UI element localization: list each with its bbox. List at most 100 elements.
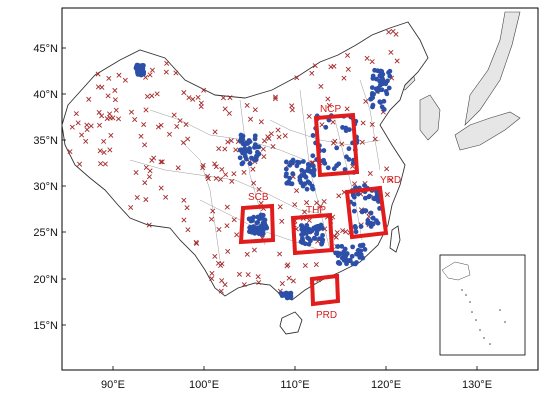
site-marker <box>250 166 256 172</box>
site-marker <box>128 109 135 115</box>
site-marker <box>173 70 179 76</box>
site-marker <box>326 102 332 108</box>
site-marker <box>306 113 312 119</box>
site-marker <box>363 98 369 104</box>
station-dot <box>307 180 313 186</box>
site-marker <box>319 122 325 128</box>
station-dot <box>336 161 342 167</box>
station-dot <box>318 222 324 228</box>
site-marker <box>212 161 218 167</box>
station-dot <box>362 208 368 214</box>
site-marker <box>219 261 225 267</box>
region-box-ncp <box>313 112 360 178</box>
station-dot <box>358 224 364 229</box>
station-dot <box>360 255 366 261</box>
site-marker <box>95 71 101 77</box>
site-marker <box>393 31 399 37</box>
site-marker <box>341 75 347 81</box>
site-marker <box>133 169 139 175</box>
station-dot <box>368 96 373 102</box>
site-marker <box>228 138 234 144</box>
station-dot <box>300 235 305 241</box>
site-marker <box>309 70 315 76</box>
site-marker <box>213 175 219 181</box>
site-marker <box>146 222 152 228</box>
site-marker <box>218 288 224 294</box>
site-marker <box>99 84 105 90</box>
station-dot <box>346 146 352 152</box>
site-marker <box>98 161 104 167</box>
station-dot <box>353 185 358 191</box>
taiwan-island <box>389 225 401 253</box>
station-dot <box>312 236 318 241</box>
station-dot <box>379 104 385 110</box>
station-dot <box>310 133 316 138</box>
station-dot <box>253 154 259 160</box>
station-dot <box>298 223 304 228</box>
site-marker <box>270 143 276 150</box>
station-dot <box>387 73 393 79</box>
longitude-tick-marks <box>112 366 478 370</box>
site-marker <box>181 197 187 203</box>
station-dot <box>373 86 379 92</box>
site-marker <box>158 122 164 128</box>
site-marker <box>384 166 390 172</box>
station-dot <box>325 165 331 171</box>
site-marker <box>75 120 81 126</box>
station-dot <box>240 160 246 166</box>
region-label-ncp: NCP <box>320 104 341 115</box>
station-dot <box>307 229 313 235</box>
site-marker <box>143 165 149 171</box>
station-dot <box>344 261 349 267</box>
latitude-tick-marks <box>62 47 66 326</box>
site-marker <box>142 142 148 148</box>
station-dot <box>342 167 348 172</box>
site-marker <box>166 131 173 137</box>
site-marker <box>227 95 233 101</box>
lat-label: 15°N <box>33 320 58 332</box>
site-marker <box>261 154 267 160</box>
site-marker <box>107 147 113 153</box>
station-dot <box>252 142 258 148</box>
site-marker <box>208 216 215 222</box>
station-dot <box>294 163 300 169</box>
station-dot <box>339 255 345 261</box>
site-marker <box>96 122 103 128</box>
site-marker <box>268 131 274 137</box>
site-marker <box>209 270 215 276</box>
site-marker <box>312 63 318 69</box>
site-marker <box>345 66 351 72</box>
site-marker <box>384 191 390 198</box>
site-marker <box>143 107 149 113</box>
site-marker <box>321 198 327 205</box>
station-dot <box>362 246 368 252</box>
site-marker <box>174 124 180 130</box>
site-marker <box>334 230 340 236</box>
station-dot <box>374 76 379 82</box>
site-marker <box>177 118 183 124</box>
site-marker <box>272 94 278 100</box>
site-marker <box>216 146 222 152</box>
site-marker <box>231 171 237 177</box>
site-marker <box>313 262 319 268</box>
station-dot <box>354 251 359 257</box>
site-marker <box>164 60 170 66</box>
site-marker <box>340 228 346 234</box>
site-marker <box>260 146 266 152</box>
site-marker <box>155 124 161 130</box>
site-marker <box>277 251 283 257</box>
station-dot <box>370 215 376 221</box>
station-dot <box>355 247 361 253</box>
region-box-thp <box>290 212 335 256</box>
site-marker <box>272 96 278 102</box>
site-marker <box>302 262 308 268</box>
site-marker <box>279 281 285 287</box>
site-marker <box>336 193 342 199</box>
station-dot <box>243 140 249 146</box>
site-marker <box>210 208 216 214</box>
site-marker <box>106 75 112 81</box>
site-marker <box>112 97 118 103</box>
station-dot <box>256 151 262 157</box>
site-marker <box>110 115 116 121</box>
station-dot <box>351 201 357 207</box>
